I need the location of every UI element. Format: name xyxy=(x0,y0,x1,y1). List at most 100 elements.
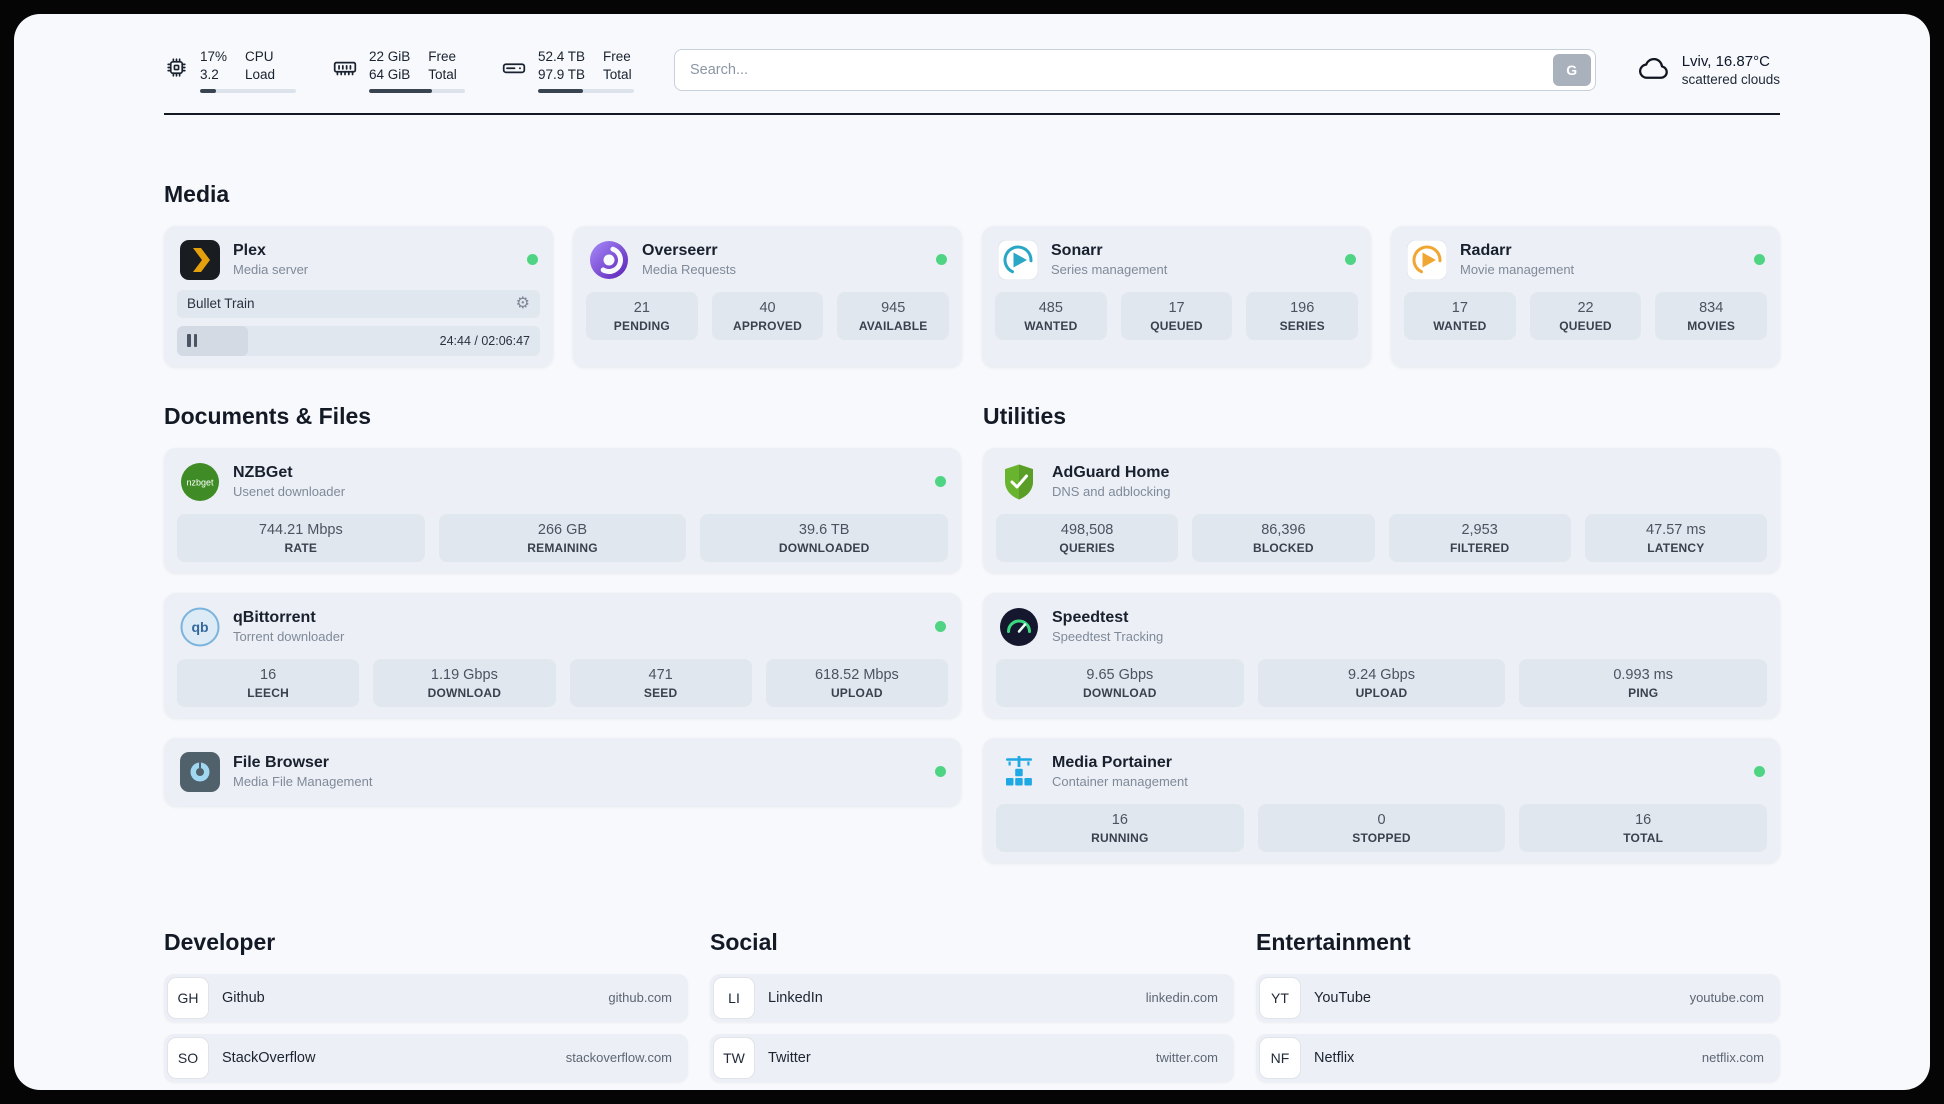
qbittorrent-stat-download: 1.19 Gbps DOWNLOAD xyxy=(373,658,556,707)
cpu-icon xyxy=(164,55,189,85)
bookmark-name: LinkedIn xyxy=(768,989,823,1006)
portainer-stat-total: 16 TOTAL xyxy=(1519,803,1768,852)
developer-section-title: Developer xyxy=(164,928,276,955)
filebrowser-icon[interactable] xyxy=(179,751,221,793)
documents-section-title: Documents & Files xyxy=(164,402,372,429)
plex-card[interactable]: Plex Media server Bullet Train ⚙ 24:44 /… xyxy=(164,225,553,367)
github-abbr-tile: GH xyxy=(168,977,208,1018)
sonarr-stat-series: 196 SERIES xyxy=(1246,291,1359,340)
app-description: Speedtest Tracking xyxy=(1052,629,1164,645)
nzbget-card[interactable]: nzbget NZBGet Usenet downloader 744.21 M… xyxy=(164,447,961,573)
twitter-abbr-tile: TW xyxy=(714,1037,754,1078)
section-social: Social LI LinkedIn linkedin.com TW Twitt… xyxy=(710,929,1234,1090)
section-utilities: Utilities AdGuard Home DNS and adblockin… xyxy=(983,403,1780,863)
bookmark-youtube[interactable]: YT YouTube youtube.com xyxy=(1256,973,1780,1022)
status-indicator xyxy=(1345,254,1356,266)
app-description: Container management xyxy=(1052,774,1188,790)
bookmark-url: twitter.com xyxy=(1155,1050,1218,1066)
overseerr-stat-approved: 40 APPROVED xyxy=(711,291,824,340)
search-engine-button[interactable]: G xyxy=(1552,54,1591,87)
app-description: Media server xyxy=(233,262,309,278)
weather-location: Lviv, 16.87°C xyxy=(1681,53,1770,71)
qbittorrent-stat-upload: 618.52 Mbps UPLOAD xyxy=(765,658,948,707)
radarr-icon[interactable] xyxy=(1406,239,1448,281)
portainer-icon[interactable] xyxy=(998,751,1040,793)
radarr-card[interactable]: Radarr Movie management 17 WANTED 22 QUE… xyxy=(1391,225,1780,367)
bookmark-url: github.com xyxy=(608,990,672,1006)
svg-text:nzbget: nzbget xyxy=(186,477,214,487)
adguard-icon[interactable] xyxy=(998,461,1040,503)
pause-icon[interactable] xyxy=(187,334,197,348)
speedtest-stat-upload: 9.24 Gbps UPLOAD xyxy=(1257,658,1506,707)
memory-icon xyxy=(332,55,358,86)
status-indicator xyxy=(935,621,946,633)
bookmark-netflix[interactable]: NF Netflix netflix.com xyxy=(1256,1033,1780,1082)
bookmark-twitter[interactable]: TW Twitter twitter.com xyxy=(710,1033,1234,1082)
status-indicator xyxy=(936,254,947,266)
qbittorrent-stat-seed: 471 SEED xyxy=(569,658,752,707)
app-description: Media File Management xyxy=(233,774,373,790)
overseerr-stat-pending: 21 PENDING xyxy=(586,291,698,340)
bookmark-github[interactable]: GH Github github.com xyxy=(164,973,688,1022)
disk-values: 52.4 TB 97.9 TB xyxy=(538,49,586,82)
weather-widget: Lviv, 16.87°C scattered clouds xyxy=(1636,50,1780,91)
topbar-divider xyxy=(164,112,1780,115)
disk-progress-bar xyxy=(538,88,634,93)
app-name: Speedtest xyxy=(1052,609,1129,627)
app-name: Overseerr xyxy=(642,242,718,260)
overseerr-card[interactable]: Overseerr Media Requests 21 PENDING 40 A… xyxy=(573,225,962,367)
app-name: Plex xyxy=(233,242,266,260)
section-developer: Developer GH Github github.com SO StackO… xyxy=(164,929,688,1090)
adguard-stat-queries: 498,508 QUERIES xyxy=(996,513,1179,562)
bookmark-url: youtube.com xyxy=(1689,990,1764,1006)
status-indicator xyxy=(935,476,946,488)
portainer-stat-stopped: 0 STOPPED xyxy=(1257,803,1506,852)
now-playing-progress[interactable]: 24:44 / 02:06:47 xyxy=(177,325,540,356)
bookmark-name: Netflix xyxy=(1314,1049,1355,1066)
gear-icon[interactable]: ⚙ xyxy=(515,294,530,312)
app-name: Sonarr xyxy=(1051,242,1103,260)
bookmark-name: Twitter xyxy=(768,1049,811,1066)
app-name: AdGuard Home xyxy=(1052,464,1170,482)
qbittorrent-card[interactable]: qb qBittorrent Torrent downloader 16 LEE… xyxy=(164,592,961,718)
social-section-title: Social xyxy=(710,928,778,955)
nzbget-icon[interactable]: nzbget xyxy=(179,461,221,503)
section-documents: Documents & Files nzbget NZBGet Usenet d… xyxy=(164,403,961,863)
bookmark-name: StackOverflow xyxy=(222,1049,316,1066)
adguard-card[interactable]: AdGuard Home DNS and adblocking 498,508 … xyxy=(983,447,1780,573)
overseerr-icon[interactable] xyxy=(588,239,630,281)
status-indicator xyxy=(935,766,946,778)
bookmark-stackoverflow[interactable]: SO StackOverflow stackoverflow.com xyxy=(164,1033,688,1082)
netflix-abbr-tile: NF xyxy=(1260,1037,1300,1078)
nzbget-stat-downloaded: 39.6 TB DOWNLOADED xyxy=(700,513,949,562)
bookmark-url: linkedin.com xyxy=(1145,990,1218,1006)
qbittorrent-icon[interactable]: qb xyxy=(179,606,221,648)
search-input[interactable] xyxy=(674,49,1596,92)
adguard-stat-blocked: 86,396 BLOCKED xyxy=(1192,513,1375,562)
memory-progress-bar xyxy=(369,88,465,93)
bookmark-name: YouTube xyxy=(1314,989,1371,1006)
qbittorrent-stat-leech: 16 LEECH xyxy=(177,658,360,707)
topbar: 17% 3.2 CPU Load xyxy=(164,48,1780,93)
weather-condition: scattered clouds xyxy=(1681,72,1780,88)
sonarr-icon[interactable] xyxy=(997,239,1039,281)
memory-labels: Free Total xyxy=(428,49,457,82)
utilities-section-title: Utilities xyxy=(983,402,1067,429)
sonarr-stat-wanted: 485 WANTED xyxy=(995,291,1107,340)
speedtest-icon[interactable] xyxy=(998,606,1040,648)
plex-icon[interactable] xyxy=(179,239,221,281)
app-name: qBittorrent xyxy=(233,609,316,627)
search-bar: G xyxy=(674,49,1596,92)
status-indicator xyxy=(1754,766,1765,778)
system-metrics: 17% 3.2 CPU Load xyxy=(164,48,634,93)
speedtest-stat-ping: 0.993 ms PING xyxy=(1519,658,1768,707)
portainer-card[interactable]: Media Portainer Container management 16 … xyxy=(983,737,1780,863)
cpu-values: 17% 3.2 xyxy=(200,49,228,82)
bookmark-linkedin[interactable]: LI LinkedIn linkedin.com xyxy=(710,973,1234,1022)
speedtest-card[interactable]: Speedtest Speedtest Tracking 9.65 Gbps D… xyxy=(983,592,1780,718)
app-name: NZBGet xyxy=(233,464,293,482)
filebrowser-card[interactable]: File Browser Media File Management xyxy=(164,737,961,806)
sonarr-card[interactable]: Sonarr Series management 485 WANTED 17 Q… xyxy=(982,225,1371,367)
media-section-title: Media xyxy=(164,180,230,207)
cloud-icon xyxy=(1636,50,1672,91)
